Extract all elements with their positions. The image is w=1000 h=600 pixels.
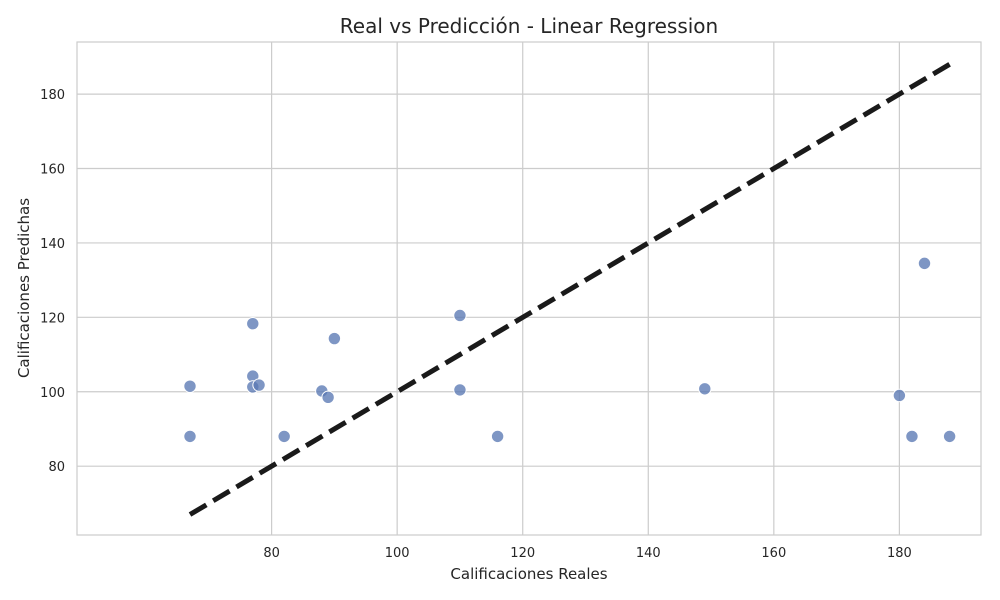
x-tick-label: 80 [263, 546, 280, 561]
plot-area-frame [76, 41, 982, 536]
chart-title: Real vs Predicción - Linear Regression [340, 14, 718, 38]
data-point [277, 429, 291, 444]
data-point [905, 429, 919, 444]
y-tick-label: 140 [40, 237, 65, 252]
y-tick-label: 80 [48, 460, 65, 475]
x-tick-labels: 80 100 120 140 160 180 [263, 546, 911, 561]
data-point [321, 390, 335, 405]
x-tick-label: 100 [385, 546, 410, 561]
x-tick-label: 180 [887, 546, 912, 561]
data-point [453, 383, 467, 397]
data-point [246, 316, 260, 331]
y-tick-labels: 80 100 120 140 160 180 [40, 88, 65, 475]
x-tick-label: 160 [761, 546, 786, 561]
grid [77, 42, 981, 535]
data-point [917, 256, 932, 271]
y-tick-label: 100 [40, 386, 65, 401]
data-point [453, 308, 467, 323]
y-tick-label: 180 [40, 88, 65, 103]
reference-line [188, 62, 951, 517]
reference-line-group [188, 62, 951, 517]
data-points [183, 256, 957, 444]
y-tick-label: 120 [40, 311, 65, 326]
x-tick-label: 120 [510, 546, 535, 561]
data-point [490, 429, 505, 444]
data-point [327, 331, 342, 346]
data-point [252, 378, 266, 392]
x-axis-label: Calificaciones Reales [450, 565, 607, 583]
x-tick-label: 140 [636, 546, 661, 561]
data-point [942, 429, 957, 444]
data-point [183, 429, 197, 444]
data-point [698, 382, 712, 396]
data-point [183, 379, 197, 393]
y-tick-label: 160 [40, 163, 65, 178]
y-axis-label: Calificaciones Predichas [15, 198, 33, 378]
data-point [892, 388, 907, 403]
